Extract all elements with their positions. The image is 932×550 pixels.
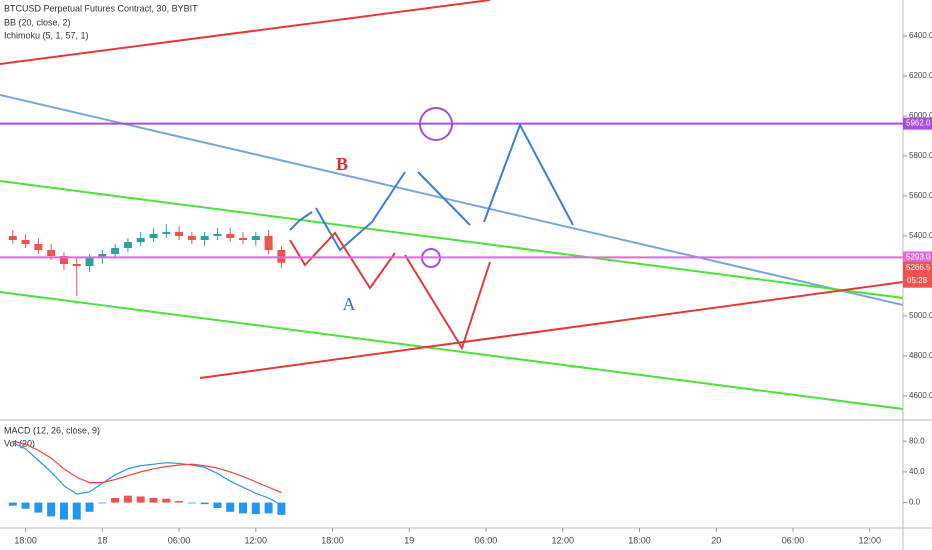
x-tick-label: 19 — [404, 535, 414, 545]
histogram-bar — [200, 502, 209, 505]
candle-body — [34, 244, 43, 250]
histogram-bar — [239, 502, 248, 514]
histogram-bar — [8, 502, 17, 506]
trend-line — [0, 0, 491, 65]
candle-body — [8, 236, 17, 240]
x-tick-label: 18:00 — [14, 535, 37, 545]
price-label-bg — [903, 117, 932, 130]
x-tick-label: 18:00 — [321, 535, 344, 545]
histogram-bar — [59, 502, 68, 520]
trend-line — [199, 281, 904, 379]
candle-body — [277, 250, 286, 263]
histogram-bar — [162, 498, 171, 503]
histogram-bar — [175, 501, 184, 503]
y-tick-label: 0.0 — [909, 498, 921, 507]
histogram-bar — [277, 502, 286, 515]
y-tick-label: 4800.0 — [909, 351, 932, 360]
x-tick-label: 06:00 — [782, 535, 805, 545]
y-tick-label: 5400.0 — [909, 231, 932, 240]
candle-body — [59, 256, 68, 264]
histogram-bar — [251, 502, 260, 515]
trend-line — [0, 291, 904, 410]
histogram-bar — [149, 497, 158, 503]
histogram-bar — [85, 502, 94, 512]
x-tick-label: 12:00 — [552, 535, 575, 545]
y-tick-label: 80.0 — [909, 436, 925, 445]
candle-body — [162, 232, 171, 234]
symbol-title: BTCUSD Perpetual Futures Contract, 30, B… — [4, 3, 198, 13]
last-price-bg — [903, 261, 932, 288]
trend-line — [0, 180, 904, 299]
candle-body — [264, 236, 273, 250]
y-tick-label: 6200.0 — [909, 71, 932, 80]
candle-body — [136, 238, 145, 242]
candle-body — [226, 234, 235, 238]
candle-body — [72, 264, 81, 266]
annotation: A — [343, 294, 356, 314]
price-label: 5962.0 — [906, 119, 931, 128]
candle-body — [200, 236, 209, 240]
histogram-bar — [213, 502, 222, 508]
y-tick-label: 4600.0 — [909, 391, 932, 400]
histogram-bar — [226, 502, 235, 512]
arrow — [289, 211, 313, 231]
arrow — [404, 254, 491, 351]
candle-body — [187, 236, 196, 240]
candle-body — [21, 240, 30, 244]
price-label: 5293.0 — [906, 253, 931, 262]
x-tick-label: 06:00 — [168, 535, 191, 545]
candle-body — [123, 242, 132, 248]
histogram-bar — [98, 502, 107, 504]
candle-body — [47, 250, 56, 256]
histogram-bar — [21, 502, 30, 509]
histogram-bar — [111, 497, 120, 503]
y-tick-label: 40.0 — [909, 467, 925, 476]
histogram-bar — [136, 496, 145, 503]
y-tick-label: 6400.0 — [909, 31, 932, 40]
candle-body — [85, 258, 94, 266]
trend-line — [0, 94, 904, 306]
histogram-bar — [34, 502, 43, 513]
candle-body — [213, 234, 222, 236]
histogram-bar — [187, 502, 196, 504]
countdown: 05:28 — [907, 276, 928, 285]
candle-body — [239, 238, 248, 240]
candle-body — [251, 236, 260, 240]
x-tick-label: 18:00 — [628, 535, 651, 545]
indicator-label: MACD (12, 26, close, 9) — [4, 425, 100, 435]
candle-body — [175, 232, 184, 236]
x-tick-label: 20 — [711, 535, 721, 545]
price-pane — [8, 224, 286, 296]
candle-body — [111, 248, 120, 254]
y-tick-label: 5800.0 — [909, 151, 932, 160]
arrow — [483, 122, 574, 226]
candle-body — [149, 234, 158, 238]
indicator-label: BB (20, close, 2) — [4, 17, 71, 27]
indicator-label: Ichimoku (5, 1, 57, 1) — [4, 30, 89, 40]
histogram-bar — [47, 502, 56, 517]
x-tick-label: 12:00 — [245, 535, 268, 545]
macd-line — [12, 440, 282, 494]
macd-line — [12, 442, 282, 506]
arrow — [417, 171, 471, 226]
arrow — [315, 171, 406, 252]
x-tick-label: 18 — [97, 535, 107, 545]
price-label-bg — [903, 251, 932, 264]
histogram-bar — [123, 495, 132, 503]
x-tick-label: 06:00 — [475, 535, 498, 545]
annotation: B — [336, 154, 348, 174]
candle-body — [98, 254, 107, 258]
y-tick-label: 6000.0 — [909, 111, 932, 120]
histogram-bar — [264, 502, 273, 514]
y-tick-label: 5000.0 — [909, 311, 932, 320]
histogram-bar — [72, 502, 81, 520]
x-tick-label: 12:00 — [858, 535, 881, 545]
y-tick-label: 5600.0 — [909, 191, 932, 200]
last-price-label: 5266.5 — [906, 263, 931, 272]
